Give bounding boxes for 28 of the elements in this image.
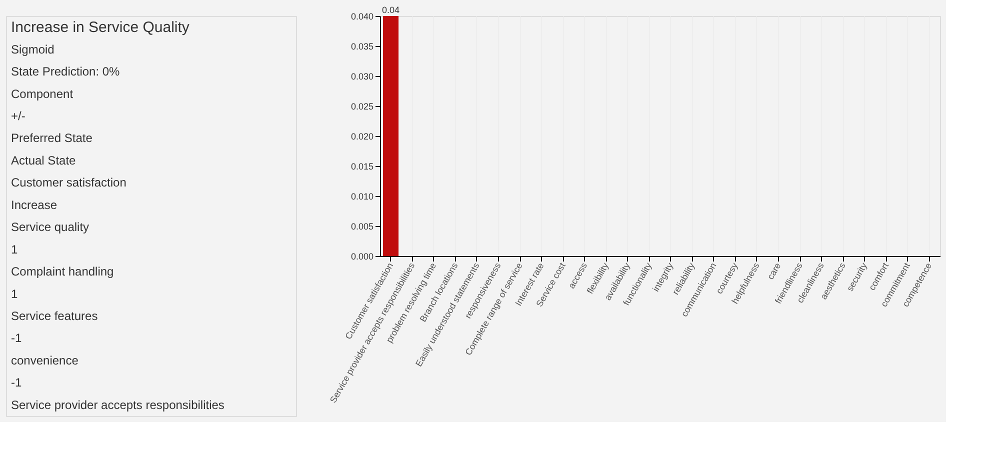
text: Service provider accepts responsibilities — [11, 398, 224, 412]
y-tick-label: 0.025 — [350, 102, 374, 112]
text: Service features — [11, 309, 98, 323]
text: Service quality — [11, 220, 90, 234]
text: +/- — [11, 109, 26, 123]
text: Component — [11, 86, 74, 101]
text: 1 — [11, 286, 18, 301]
text: -1 — [11, 376, 22, 390]
text: State Prediction: 0% — [11, 64, 120, 79]
text: convenience — [11, 353, 79, 368]
y-tick-label: 0.000 — [350, 252, 374, 262]
text: Actual State — [11, 153, 76, 168]
y-tick-label: 0.030 — [350, 72, 374, 82]
y-tick-label: 0.040 — [350, 12, 374, 22]
text: Sigmoid — [11, 42, 54, 56]
text: Complaint handling — [11, 264, 114, 279]
text: 1 — [11, 242, 18, 256]
text: -1 — [11, 331, 22, 346]
y-tick-label: 0.020 — [350, 132, 374, 142]
text: Customer satisfaction — [11, 176, 126, 190]
y-tick-label: 0.005 — [350, 222, 374, 232]
text: Increase in Service Quality — [11, 19, 190, 36]
text: Increase — [11, 198, 58, 212]
y-tick-label: 0.035 — [350, 42, 374, 52]
data-label: 0.04 — [382, 5, 400, 15]
text: Preferred State — [11, 131, 93, 146]
y-tick-label: 0.010 — [350, 192, 374, 202]
y-tick-label: 0.015 — [350, 162, 374, 172]
